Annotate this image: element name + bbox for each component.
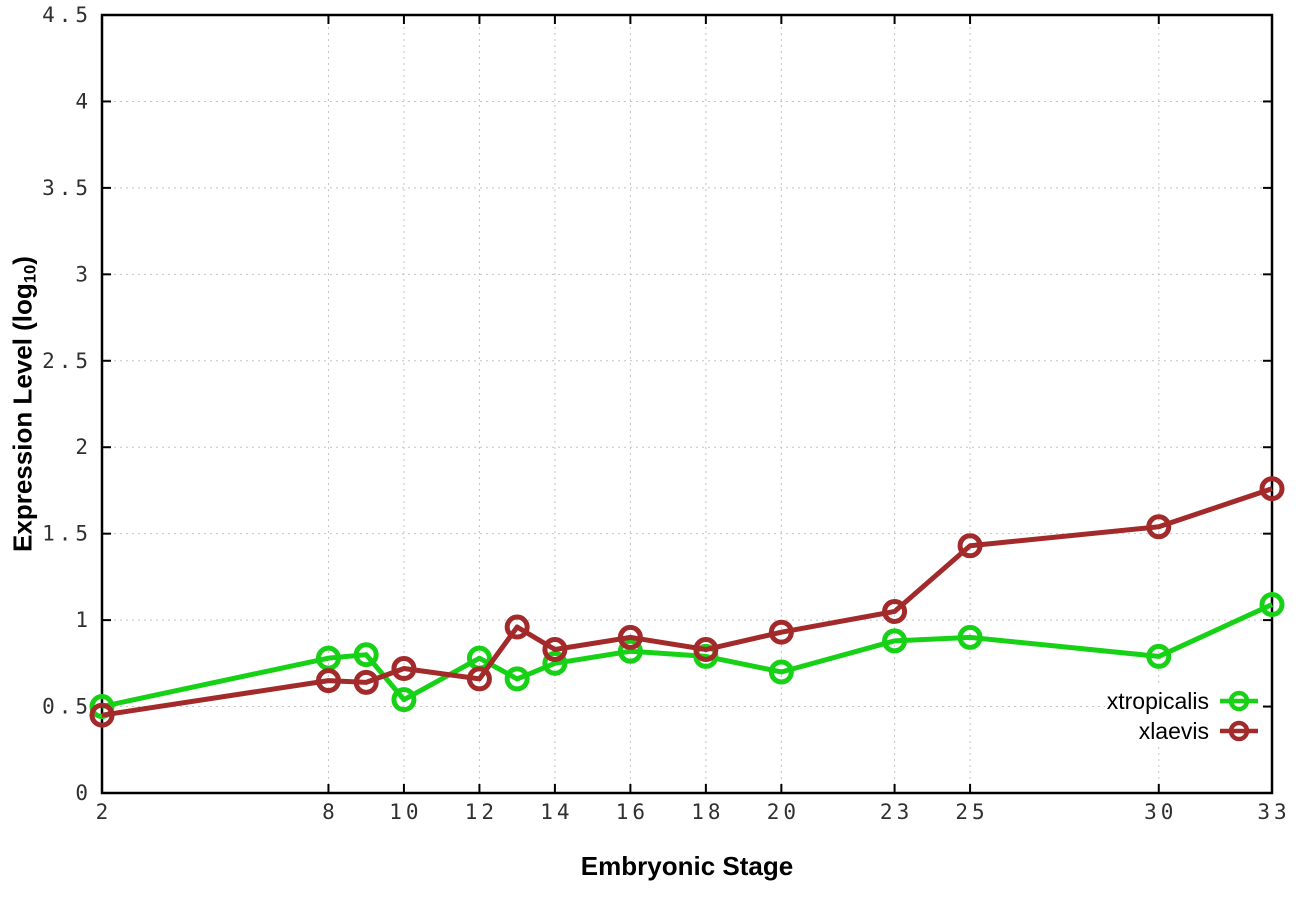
data-point-xlaevis [768, 619, 794, 645]
y-tick-label: 4 [75, 89, 92, 113]
legend-item-xlaevis: xlaevis [1107, 716, 1260, 746]
y-axis-title: Expression Level (log10) [7, 256, 40, 552]
data-point-xlaevis [466, 666, 492, 692]
x-tick-label: 20 [767, 800, 800, 824]
data-point-xtropicalis [89, 694, 115, 720]
y-axis-title-subscript: 10 [20, 264, 40, 284]
data-point-xtropicalis [1146, 643, 1172, 669]
x-axis-title: Embryonic Stage [580, 851, 794, 881]
y-tick-label: 2 [75, 435, 92, 459]
y-tick-label: 0.5 [42, 695, 92, 719]
line-open-circle-marker-icon [1220, 690, 1258, 712]
data-point-xlaevis [391, 656, 417, 682]
x-tick-label: 25 [955, 800, 988, 824]
data-point-xlaevis [542, 637, 568, 663]
data-point-xtropicalis [882, 628, 908, 654]
plot-border [100, 13, 1274, 795]
y-tick-label: 1 [75, 608, 92, 632]
data-point-xlaevis [1146, 514, 1172, 540]
x-tick-label: 30 [1144, 800, 1177, 824]
y-tick-label: 0 [75, 781, 92, 805]
x-tick-label: 14 [540, 800, 573, 824]
data-point-xlaevis [882, 598, 908, 624]
data-point-xtropicalis [617, 638, 643, 664]
series-line-xlaevis [101, 486, 1273, 718]
x-tick-label: 2 [96, 800, 113, 824]
data-point-xtropicalis [957, 624, 983, 650]
line-open-circle-marker-icon [1220, 720, 1258, 742]
data-point-xlaevis [89, 702, 115, 728]
x-tick-label: 10 [389, 800, 422, 824]
legend: xtropicalis xlaevis [1104, 686, 1262, 746]
y-tick-label: 1.5 [42, 522, 92, 546]
legend-item-xtropicalis: xtropicalis [1107, 686, 1260, 716]
data-point-xtropicalis [768, 659, 794, 685]
data-point-xtropicalis [353, 642, 379, 668]
data-point-xlaevis [1259, 476, 1285, 502]
data-point-xlaevis [315, 668, 341, 694]
y-tick-label: 2.5 [42, 349, 92, 373]
x-tick-label: 16 [616, 800, 649, 824]
y-tick-label: 4.5 [42, 3, 92, 27]
data-point-xlaevis [504, 614, 530, 640]
data-point-xlaevis [617, 624, 643, 650]
x-tick-label: 12 [465, 800, 498, 824]
legend-label-xlaevis: xlaevis [1138, 718, 1209, 744]
data-point-xtropicalis [391, 687, 417, 713]
data-point-xlaevis [693, 637, 719, 663]
x-tick-label: 18 [691, 800, 724, 824]
legend-label-xtropicalis: xtropicalis [1106, 688, 1209, 714]
data-point-xtropicalis [1259, 592, 1285, 618]
x-tick-label: 33 [1257, 800, 1290, 824]
data-point-xtropicalis [542, 650, 568, 676]
y-axis-title-text: Expression Level (log [7, 283, 38, 552]
data-point-xlaevis [957, 533, 983, 559]
y-tick-label: 3 [75, 262, 92, 286]
x-tick-label: 23 [880, 800, 913, 824]
data-point-xtropicalis [504, 666, 530, 692]
y-tick-label: 3.5 [42, 176, 92, 200]
data-point-xlaevis [353, 669, 379, 695]
x-tick-label: 8 [322, 800, 339, 824]
y-axis-title-close-paren: ) [7, 256, 38, 265]
